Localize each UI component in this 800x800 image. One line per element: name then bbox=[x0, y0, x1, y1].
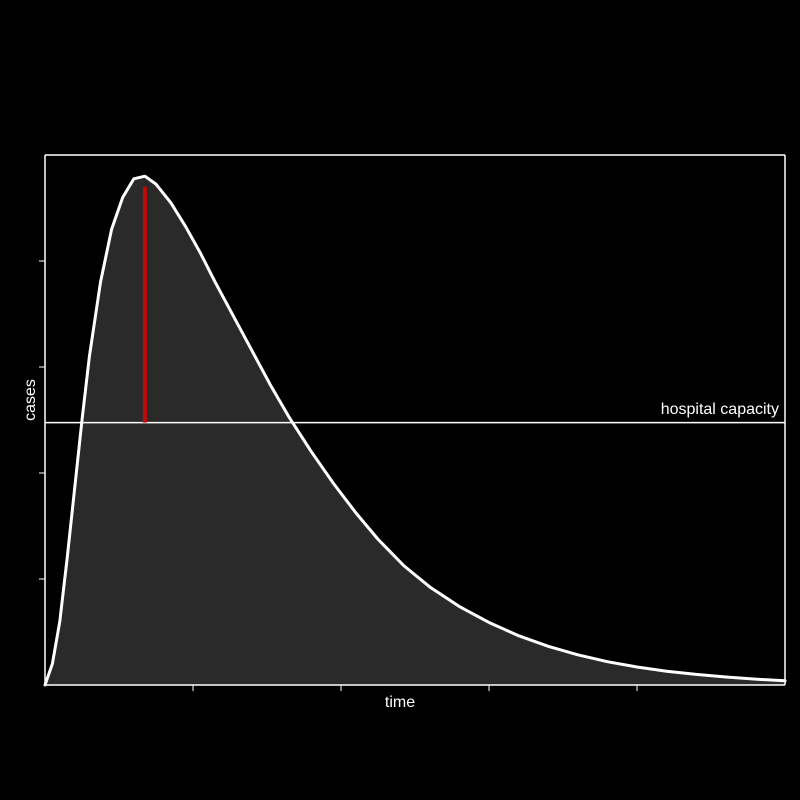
chart-stage: cases time hospital capacity bbox=[0, 0, 800, 800]
capacity-line-label: hospital capacity bbox=[661, 401, 779, 419]
x-axis-label: time bbox=[385, 694, 415, 712]
y-axis-label: cases bbox=[22, 379, 40, 421]
